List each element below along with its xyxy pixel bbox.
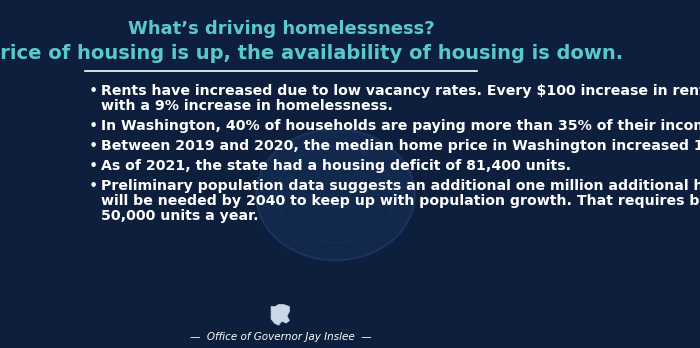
Text: •: •: [89, 119, 98, 134]
Circle shape: [256, 129, 415, 260]
Text: •: •: [89, 84, 98, 99]
Text: •: •: [89, 179, 98, 194]
Text: The price of housing is up, the availability of housing is down.: The price of housing is up, the availabi…: [0, 44, 623, 63]
Text: Rents have increased due to low vacancy rates. Every $100 increase in rent is as: Rents have increased due to low vacancy …: [102, 84, 700, 98]
Text: Preliminary population data suggests an additional one million additional housin: Preliminary population data suggests an …: [102, 179, 700, 193]
Text: As of 2021, the state had a housing deficit of 81,400 units.: As of 2021, the state had a housing defi…: [102, 159, 572, 173]
Polygon shape: [271, 304, 290, 325]
Text: 50,000 units a year.: 50,000 units a year.: [102, 209, 259, 223]
Text: will be needed by 2040 to keep up with population growth. That requires building: will be needed by 2040 to keep up with p…: [102, 194, 700, 208]
Text: What’s driving homelessness?: What’s driving homelessness?: [128, 21, 435, 38]
Text: —  Office of Governor Jay Inslee  —: — Office of Governor Jay Inslee —: [190, 332, 372, 342]
Text: Between 2019 and 2020, the median home price in Washington increased 13.7%.: Between 2019 and 2020, the median home p…: [102, 139, 700, 153]
Text: with a 9% increase in homelessness.: with a 9% increase in homelessness.: [102, 99, 393, 113]
Text: In Washington, 40% of households are paying more than 35% of their incomes on re: In Washington, 40% of households are pay…: [102, 119, 700, 133]
Text: •: •: [89, 159, 98, 174]
Text: •: •: [89, 139, 98, 154]
